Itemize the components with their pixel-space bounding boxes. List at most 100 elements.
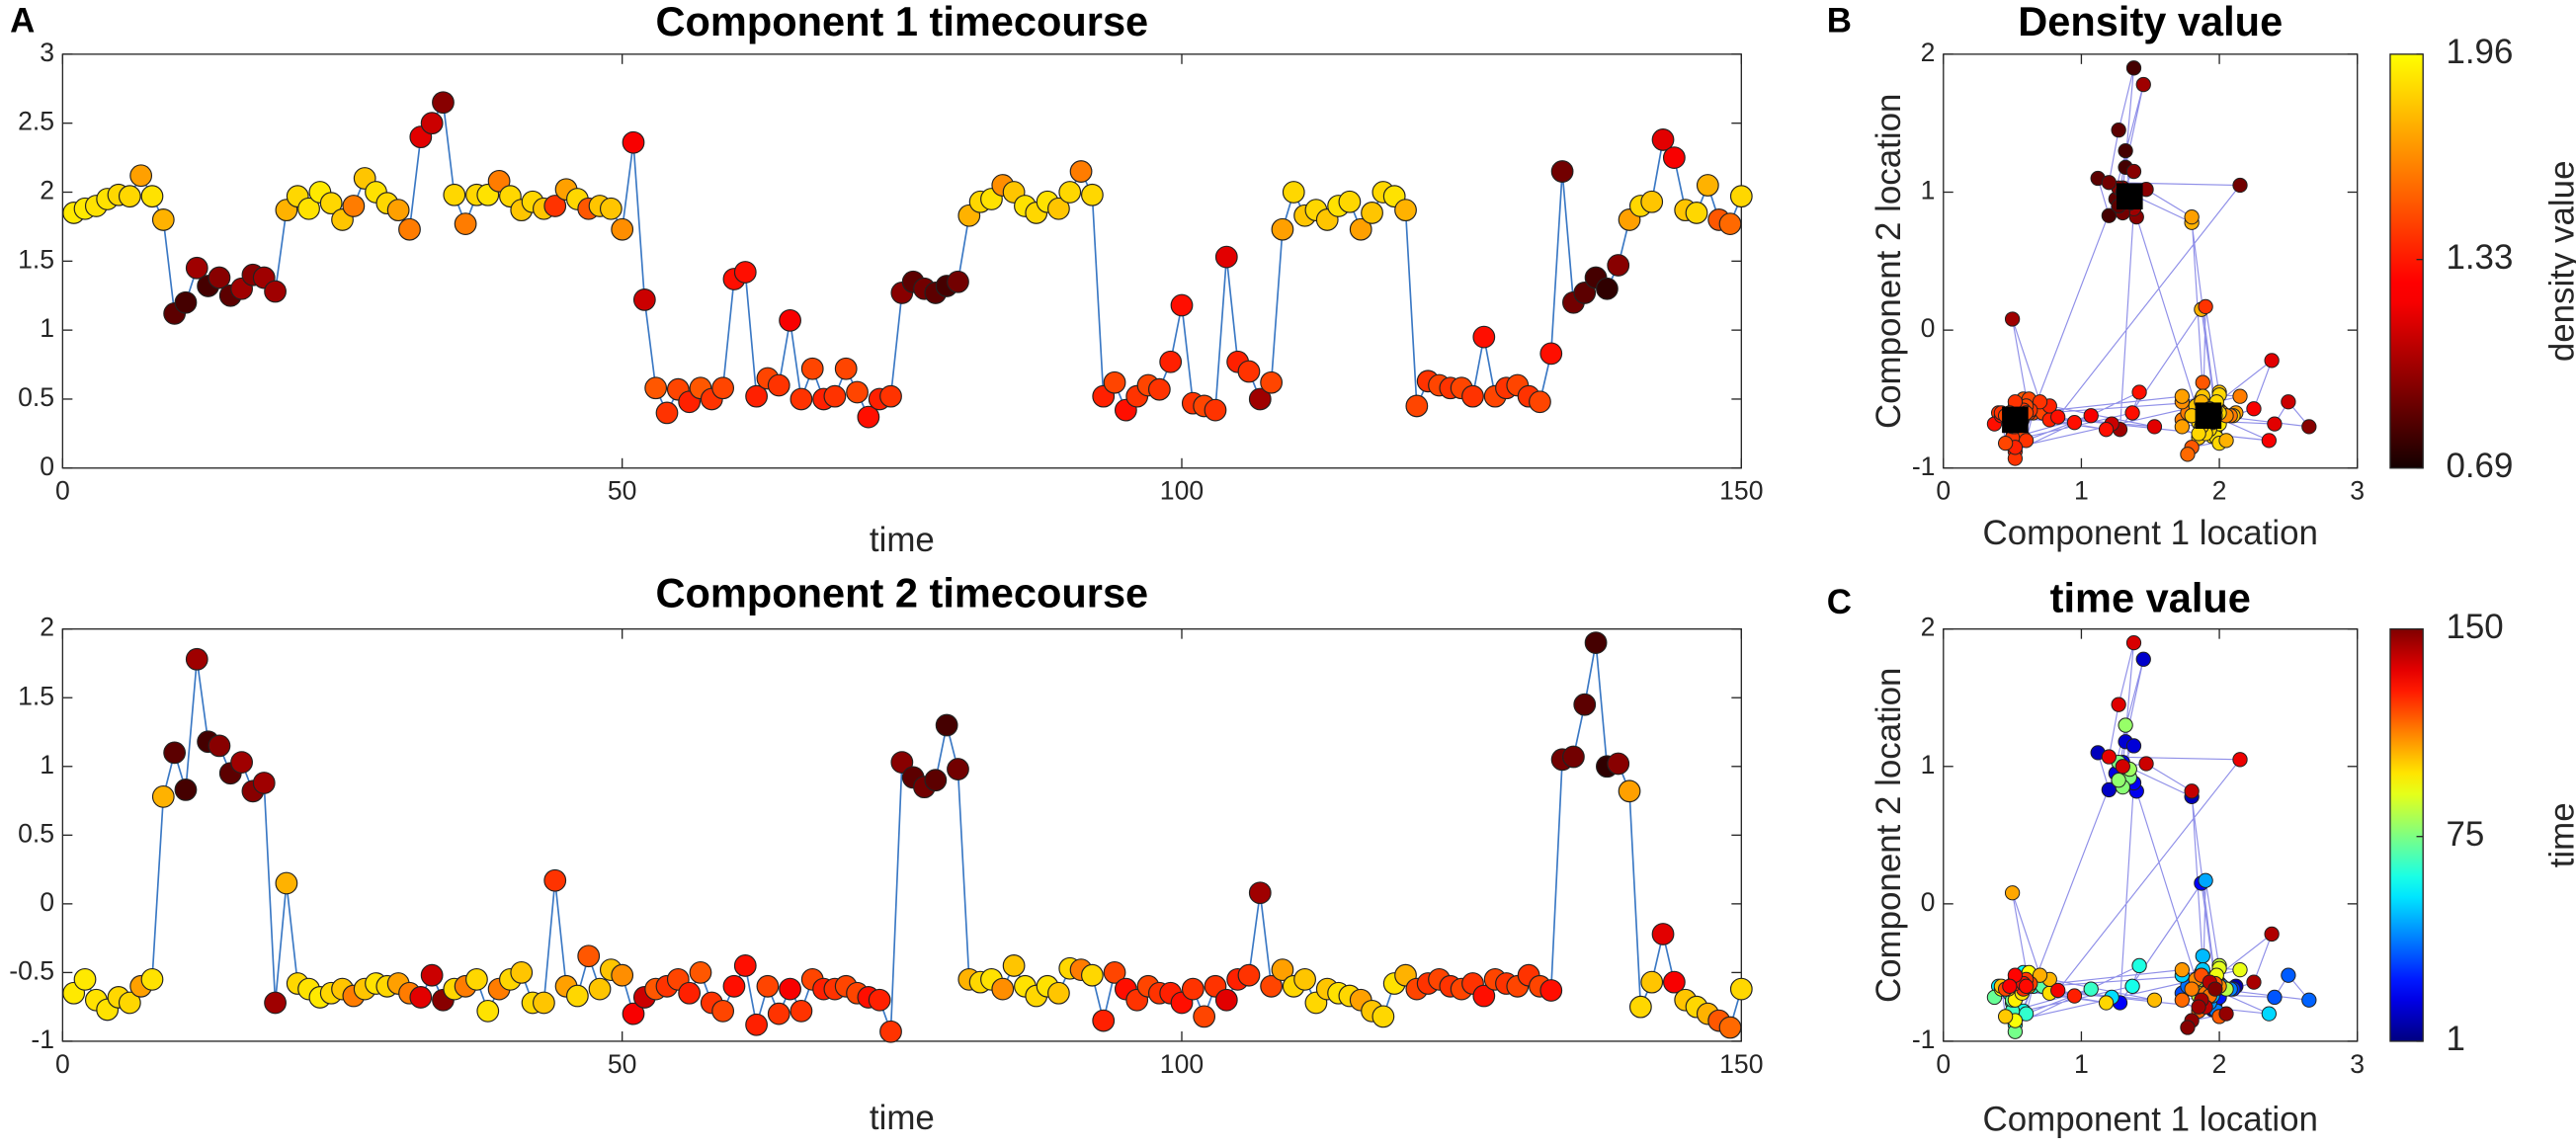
data-point — [1607, 752, 1630, 776]
data-point — [2264, 926, 2280, 943]
data-point — [1170, 293, 1194, 317]
data-point — [991, 977, 1015, 1001]
data-point — [1361, 202, 1383, 224]
data-point — [2004, 311, 2021, 327]
x-tick-label: 1 — [2074, 476, 2089, 506]
y-axis-label: Component 2 location — [1870, 94, 1908, 429]
data-point — [1271, 217, 1294, 241]
data-point — [1181, 977, 1205, 1001]
x-tick-label: 0 — [55, 1049, 70, 1079]
data-point — [252, 772, 276, 794]
data-point — [622, 1002, 645, 1025]
data-point — [733, 954, 757, 977]
data-point — [1696, 174, 1719, 197]
data-point — [2125, 163, 2142, 180]
chart-title: time value — [2050, 574, 2251, 620]
data-point — [2281, 967, 2296, 983]
data-point — [2066, 415, 2083, 431]
data-point — [767, 1002, 790, 1025]
data-point — [722, 974, 746, 998]
data-point — [1069, 160, 1093, 183]
data-point — [2135, 76, 2151, 93]
data-point — [2261, 433, 2277, 449]
data-point — [611, 963, 634, 987]
cluster-center — [2002, 406, 2029, 434]
data-point — [879, 1020, 902, 1043]
colorbar — [2389, 53, 2424, 469]
data-point — [823, 384, 847, 408]
x-tick-label: 50 — [608, 1049, 637, 1079]
data-point — [1584, 631, 1608, 654]
data-point — [2083, 408, 2099, 424]
data-point — [1405, 394, 1429, 418]
data-point — [1472, 984, 1496, 1008]
colorbar-label: time — [2542, 802, 2576, 867]
data-point — [890, 751, 914, 774]
data-point — [756, 974, 780, 998]
data-point — [2101, 749, 2118, 765]
data-point — [2198, 298, 2213, 315]
cluster-center — [2117, 183, 2143, 209]
data-point — [409, 986, 433, 1009]
colorbar-tick-label: 1 — [2446, 1020, 2464, 1058]
data-point — [476, 999, 500, 1023]
x-tick-label: 50 — [608, 476, 637, 506]
data-point — [118, 991, 141, 1015]
data-point — [1260, 370, 1283, 394]
data-point — [1047, 981, 1070, 1005]
data-point — [745, 1013, 768, 1036]
data-point — [1529, 390, 1551, 414]
data-point — [779, 308, 801, 332]
x-tick-label: 150 — [1719, 476, 1763, 506]
data-point — [1596, 277, 1619, 300]
data-point — [174, 290, 198, 314]
data-point — [2301, 419, 2317, 435]
data-point — [264, 280, 287, 303]
colorbar-tick-label: 1.96 — [2446, 33, 2513, 71]
data-point — [2232, 752, 2248, 768]
data-point — [2218, 1006, 2234, 1022]
data-point — [1204, 398, 1227, 422]
data-point — [599, 197, 623, 220]
data-point — [1539, 979, 1563, 1002]
x-tick-label: 150 — [1719, 1049, 1763, 1079]
data-point — [420, 963, 444, 987]
panel-label: A — [10, 1, 35, 40]
data-point — [1718, 1016, 1742, 1039]
plot-area — [61, 628, 1742, 1042]
data-point — [2174, 992, 2191, 1008]
data-point — [2246, 974, 2262, 990]
data-point — [1997, 1009, 2014, 1025]
data-point — [1260, 974, 1283, 998]
data-point — [1662, 146, 1686, 169]
data-point — [2232, 388, 2248, 404]
data-point — [1293, 967, 1316, 991]
data-point — [2184, 783, 2200, 799]
data-point — [800, 357, 824, 380]
data-point — [2131, 957, 2147, 974]
x-axis-label: time — [870, 521, 935, 559]
data-point — [1002, 954, 1026, 977]
cluster-center — [2195, 402, 2222, 430]
data-point — [465, 967, 488, 991]
data-point — [275, 871, 298, 895]
data-point — [1159, 350, 1183, 373]
colorbar-tick-label: 0.69 — [2446, 447, 2513, 485]
chart-title: Component 1 timecourse — [656, 0, 1149, 44]
data-point — [2004, 885, 2021, 901]
data-point — [454, 212, 477, 236]
y-tick-label: 0 — [40, 451, 54, 481]
data-point — [174, 779, 198, 801]
data-point — [2261, 1006, 2277, 1022]
data-point — [1651, 923, 1675, 945]
data-point — [711, 999, 735, 1023]
data-point — [2207, 981, 2223, 997]
data-point — [2125, 60, 2142, 76]
data-point — [2174, 388, 2191, 404]
data-point — [2098, 995, 2115, 1011]
y-tick-label: -1 — [31, 1025, 54, 1054]
data-point — [1081, 963, 1104, 987]
data-point — [2066, 988, 2083, 1004]
data-point — [2018, 978, 2035, 994]
data-point — [510, 961, 534, 984]
